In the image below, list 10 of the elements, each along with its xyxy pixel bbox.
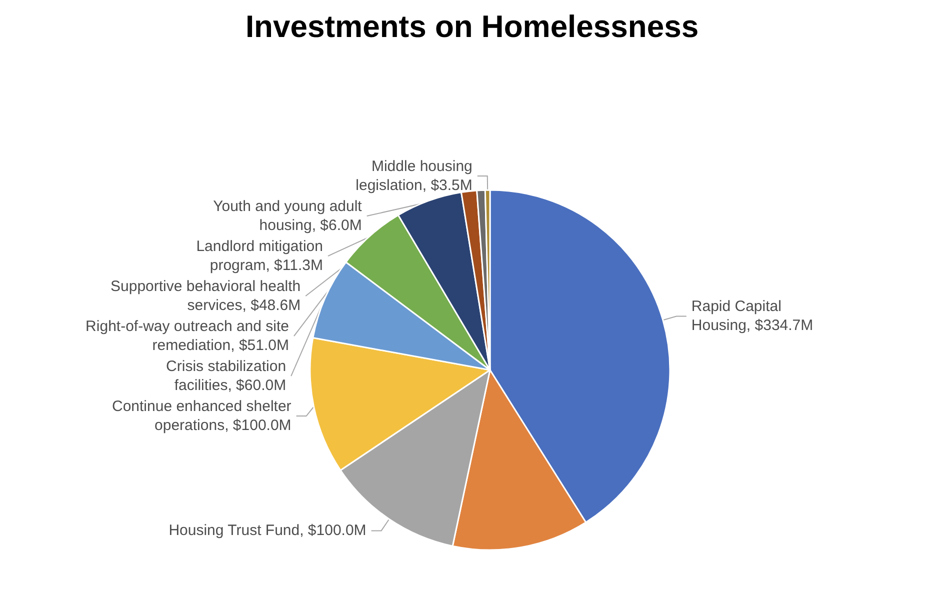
chart-title: Investments on Homelessness bbox=[245, 9, 699, 44]
slice-label: Housing Trust Fund, $100.0M bbox=[168, 522, 366, 540]
slice-label: Crisis stabilization facilities, $60.0M bbox=[166, 358, 286, 394]
slice-label: Landlord mitigation program, $11.3M bbox=[196, 238, 323, 274]
slice-label: Rapid Capital Housing, $334.7M bbox=[691, 298, 814, 334]
slice-label: Supportive behavioral health services, $48.6M bbox=[110, 278, 301, 314]
slice-label: Continue enhanced shelter operations, $100.0M bbox=[112, 398, 292, 434]
slice-label: Youth and young adult housing, $6.0M bbox=[213, 198, 363, 234]
slice-label: Right-of-way outreach and site remediation, $51.0M bbox=[86, 318, 289, 354]
slice-label: Middle housing legislation, $3.5M bbox=[356, 158, 472, 194]
